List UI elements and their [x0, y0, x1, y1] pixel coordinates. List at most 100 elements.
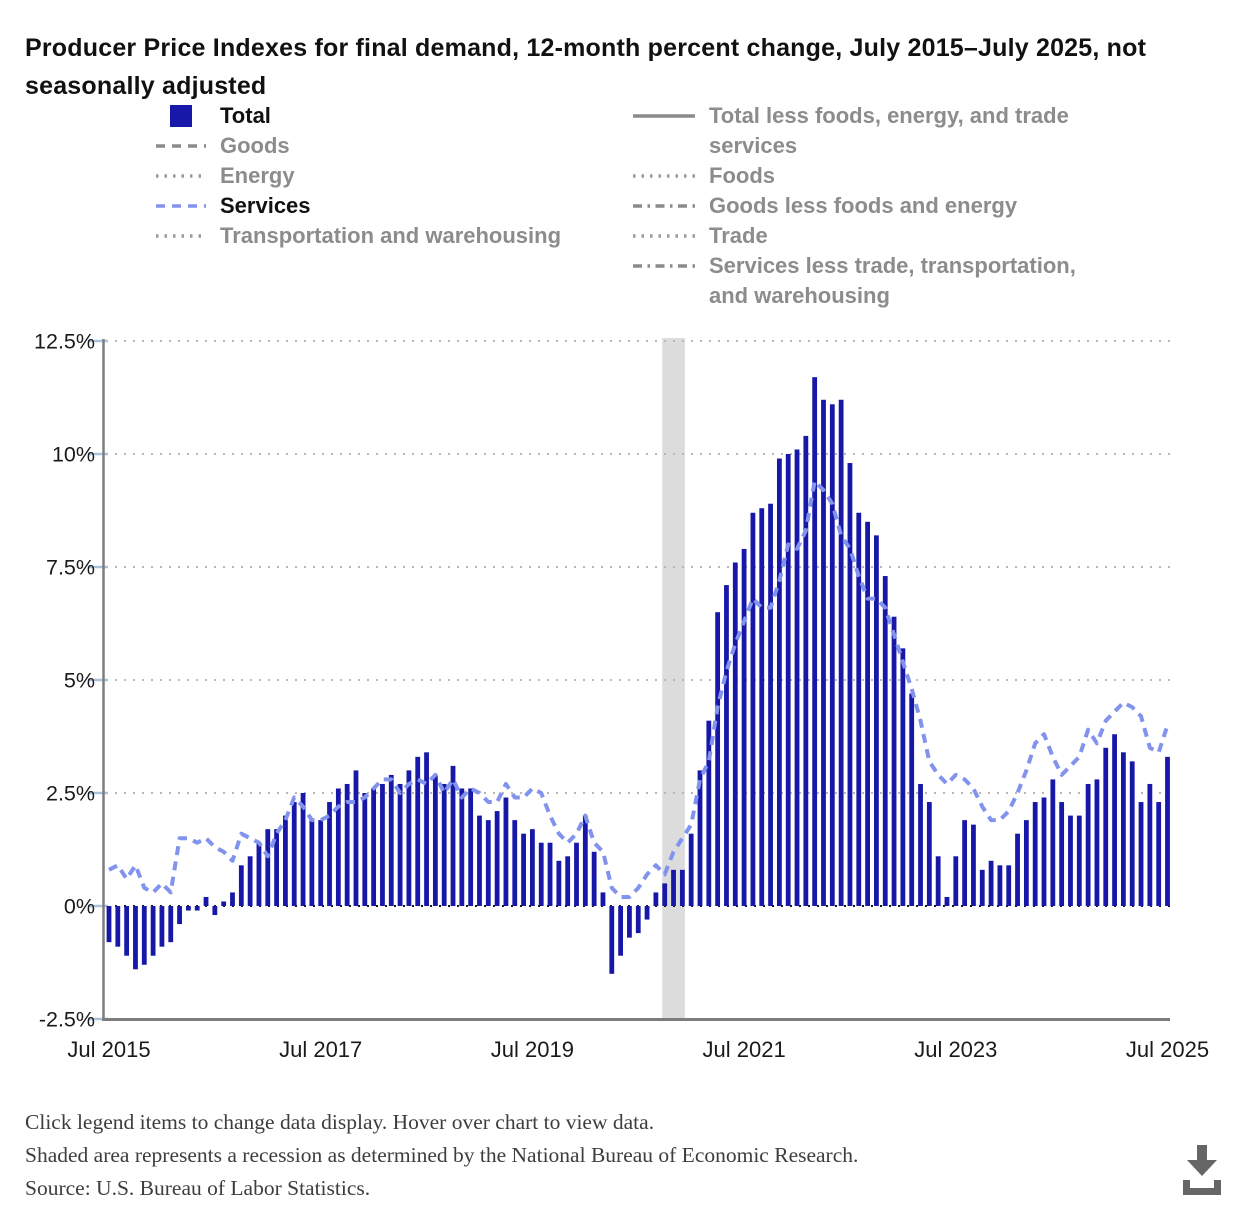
bar[interactable]: [300, 793, 306, 906]
bar[interactable]: [1120, 752, 1126, 906]
bar[interactable]: [371, 788, 377, 906]
bar[interactable]: [335, 788, 341, 906]
bar[interactable]: [503, 797, 509, 906]
bar[interactable]: [618, 906, 624, 956]
bar[interactable]: [1156, 802, 1162, 906]
bar[interactable]: [688, 833, 694, 906]
bar[interactable]: [1165, 756, 1170, 906]
bar[interactable]: [265, 829, 271, 906]
bar[interactable]: [441, 783, 447, 906]
bar[interactable]: [238, 865, 244, 906]
bar[interactable]: [159, 906, 165, 947]
bar[interactable]: [997, 865, 1003, 906]
bar[interactable]: [1094, 779, 1100, 906]
bar[interactable]: [829, 404, 835, 906]
bar[interactable]: [477, 815, 482, 906]
bar[interactable]: [926, 802, 932, 906]
bar[interactable]: [909, 693, 915, 906]
bar[interactable]: [1138, 802, 1144, 906]
bar[interactable]: [124, 906, 130, 956]
legend-item-goods[interactable]: Goods: [155, 131, 625, 161]
bar[interactable]: [327, 802, 332, 906]
bar[interactable]: [1050, 779, 1056, 906]
bar[interactable]: [971, 824, 976, 906]
bar[interactable]: [318, 820, 324, 906]
bar[interactable]: [741, 548, 747, 906]
bar[interactable]: [821, 399, 826, 906]
bar[interactable]: [406, 770, 412, 906]
bar[interactable]: [547, 842, 553, 906]
bar[interactable]: [662, 883, 668, 906]
legend-item-transportation-and-warehousing[interactable]: Transportation and warehousing: [155, 221, 625, 251]
bar[interactable]: [494, 811, 500, 906]
bar[interactable]: [671, 869, 676, 906]
bar[interactable]: [1006, 865, 1012, 906]
bar[interactable]: [1032, 802, 1038, 906]
bar[interactable]: [177, 906, 182, 925]
bar[interactable]: [203, 896, 209, 906]
bar[interactable]: [635, 906, 641, 934]
bar[interactable]: [865, 521, 870, 906]
bar[interactable]: [1041, 797, 1047, 906]
legend-item-services[interactable]: Services: [155, 191, 625, 221]
bar[interactable]: [1059, 802, 1065, 906]
bar[interactable]: [432, 774, 438, 906]
bar[interactable]: [1085, 783, 1091, 906]
bar[interactable]: [530, 829, 535, 906]
bar[interactable]: [732, 562, 738, 906]
bar[interactable]: [1076, 815, 1082, 906]
bar[interactable]: [874, 535, 879, 906]
legend-item-services-less-trade-transportation-and-warehousing[interactable]: Services less trade, transportation, and…: [632, 251, 1192, 311]
bar[interactable]: [256, 842, 262, 906]
bar[interactable]: [106, 906, 112, 943]
bar[interactable]: [1147, 783, 1153, 906]
bar[interactable]: [512, 820, 518, 906]
bar[interactable]: [715, 612, 721, 906]
bar[interactable]: [141, 906, 147, 965]
bar[interactable]: [644, 906, 650, 920]
bar[interactable]: [988, 860, 994, 906]
bar[interactable]: [706, 720, 712, 906]
bar[interactable]: [768, 503, 773, 906]
bar[interactable]: [847, 463, 853, 906]
bar[interactable]: [582, 815, 588, 906]
bar[interactable]: [565, 856, 571, 906]
bar[interactable]: [538, 842, 544, 906]
bar[interactable]: [1129, 761, 1135, 906]
bar[interactable]: [627, 906, 632, 938]
bar[interactable]: [679, 869, 685, 906]
bar[interactable]: [785, 454, 791, 906]
bar[interactable]: [485, 820, 491, 906]
bar[interactable]: [344, 783, 350, 906]
bar[interactable]: [362, 793, 368, 906]
bar[interactable]: [468, 788, 474, 906]
services-line-series[interactable]: [108, 479, 1170, 899]
bar[interactable]: [918, 783, 923, 906]
bar[interactable]: [724, 585, 729, 906]
bar[interactable]: [812, 377, 818, 906]
bar[interactable]: [283, 815, 288, 906]
bar[interactable]: [291, 802, 297, 906]
legend-item-energy[interactable]: Energy: [155, 161, 625, 191]
bar[interactable]: [609, 906, 615, 974]
bar[interactable]: [380, 783, 385, 906]
bar[interactable]: [247, 856, 253, 906]
bar[interactable]: [1023, 820, 1029, 906]
bar[interactable]: [838, 399, 844, 906]
bar[interactable]: [803, 435, 809, 906]
bar[interactable]: [353, 770, 359, 906]
bar[interactable]: [133, 906, 138, 970]
bar[interactable]: [1112, 734, 1117, 906]
bar[interactable]: [900, 648, 906, 906]
bar[interactable]: [309, 820, 315, 906]
bar[interactable]: [556, 860, 562, 906]
legend-item-total-less-foods-energy-and-trade-services[interactable]: Total less foods, energy, and trade serv…: [632, 101, 1192, 161]
bar[interactable]: [935, 856, 941, 906]
bar[interactable]: [776, 458, 782, 906]
bar[interactable]: [424, 752, 429, 906]
bar[interactable]: [185, 906, 191, 911]
bar[interactable]: [600, 892, 606, 906]
legend-item-foods[interactable]: Foods: [632, 161, 1192, 191]
bar[interactable]: [1103, 747, 1109, 906]
bar[interactable]: [221, 901, 227, 906]
